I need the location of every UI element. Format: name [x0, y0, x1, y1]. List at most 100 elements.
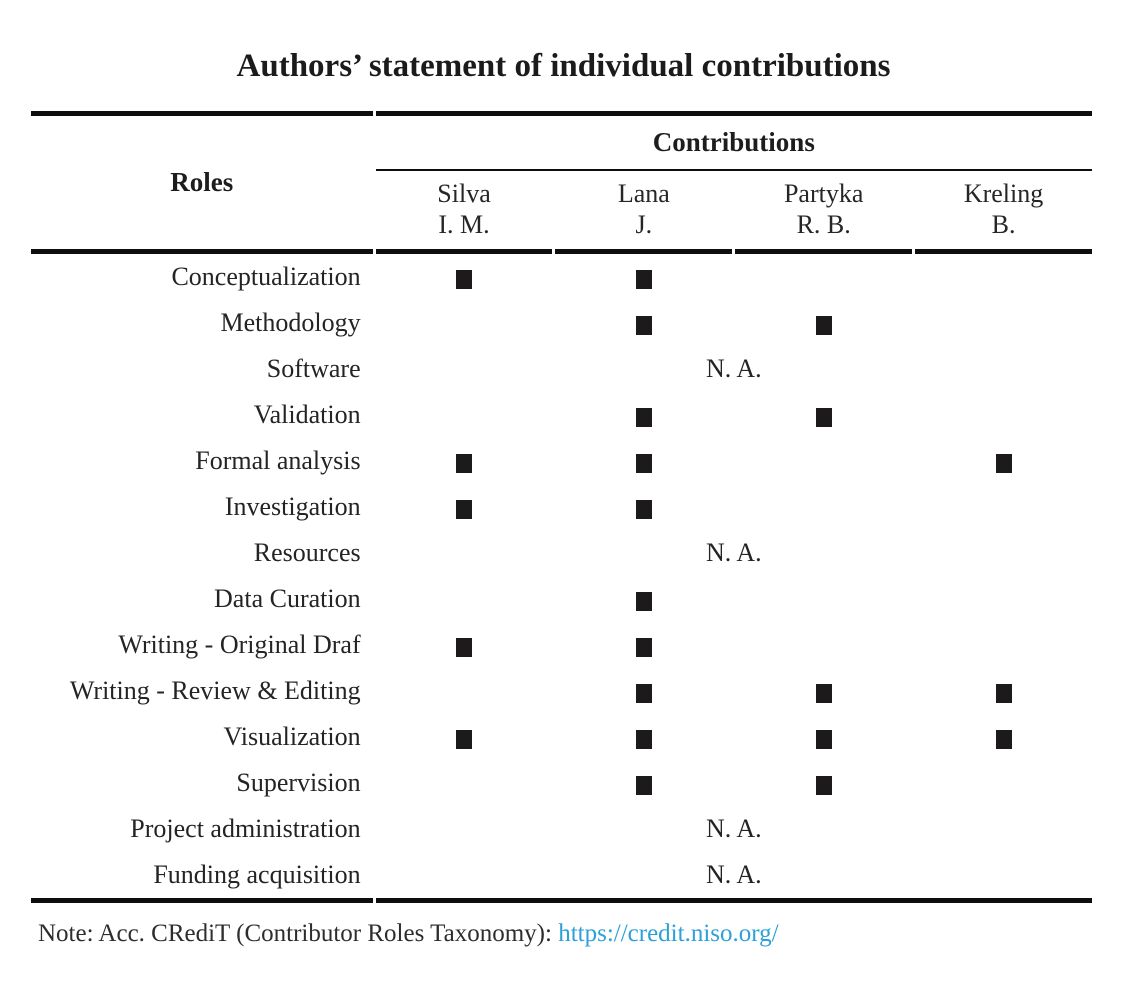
- contribution-mark-cell: [555, 254, 732, 300]
- contribution-mark-cell: [376, 254, 553, 300]
- contribution-mark-square: [635, 637, 652, 657]
- note: Note: Acc. CRediT (Contributor Roles Tax…: [38, 920, 1132, 948]
- table-row: Funding acquisition N. A.: [31, 852, 1092, 903]
- table-row: Validation: [31, 392, 1092, 438]
- header-row-authors: Silva I. M. Lana J. Partyka R. B. Krelin…: [31, 171, 1092, 254]
- empty-contribution-cell: [376, 300, 553, 346]
- empty-contribution-cell: [915, 622, 1092, 668]
- role-label: Funding acquisition: [31, 852, 373, 903]
- empty-contribution-cell: [735, 484, 912, 530]
- not-applicable-cell: N. A.: [705, 354, 762, 383]
- contribution-mark-cell: [555, 484, 732, 530]
- author-initials: B.: [991, 210, 1016, 239]
- contribution-mark-cell: [735, 392, 912, 438]
- author-name: Partyka: [783, 179, 864, 209]
- contribution-mark-cell: [555, 438, 732, 484]
- table-header: Roles Contributions Silva I. M. Lana J. …: [31, 111, 1092, 254]
- contribution-mark-cell: [376, 484, 553, 530]
- contribution-mark-cell: [555, 300, 732, 346]
- contribution-mark-square: [815, 775, 832, 795]
- table-row: Data Curation: [31, 576, 1092, 622]
- contribution-mark-square: [635, 453, 652, 473]
- role-label: Writing - Original Draf: [118, 630, 361, 659]
- note-link[interactable]: https://credit.niso.org/: [558, 920, 779, 947]
- table-row: Conceptualization: [31, 254, 1092, 300]
- empty-contribution-cell: [376, 760, 553, 806]
- role-label: Data Curation: [214, 584, 361, 613]
- contribution-mark-cell: [376, 438, 553, 484]
- contribution-mark-cell: [915, 714, 1092, 760]
- contribution-mark-square: [456, 729, 473, 749]
- role-label: Visualization: [223, 722, 361, 751]
- contribution-mark-cell: [735, 668, 912, 714]
- role-label: Writing - Review & Editing: [69, 676, 361, 705]
- empty-contribution-cell: [915, 484, 1092, 530]
- author-name: Lana: [617, 179, 670, 209]
- role-label: Methodology: [220, 308, 361, 337]
- contribution-mark-square: [456, 269, 473, 289]
- table-row: Writing - Original Draf: [31, 622, 1092, 668]
- author-header: Silva I. M.: [375, 171, 553, 254]
- header-row-contributions: Roles Contributions: [31, 111, 1092, 254]
- contribution-mark-cell: [376, 622, 553, 668]
- contributions-column-group-header: Contributions: [375, 111, 1092, 171]
- contribution-mark-square: [635, 315, 652, 335]
- empty-contribution-cell: [915, 576, 1092, 622]
- contribution-mark-square: [635, 775, 652, 795]
- note-text: Note: Acc. CRediT (Contributor Roles Tax…: [38, 920, 559, 947]
- table-row: Formal analysis: [31, 438, 1092, 484]
- not-applicable-cell: N. A.: [705, 814, 762, 843]
- contribution-mark-square: [456, 637, 473, 657]
- contribution-mark-square: [815, 407, 832, 427]
- table-row: Project administration N. A.: [31, 806, 1092, 852]
- author-name: Kreling: [963, 179, 1044, 209]
- contribution-mark-square: [456, 499, 473, 519]
- table-row: Investigation: [31, 484, 1092, 530]
- contribution-mark-cell: [915, 438, 1092, 484]
- author-initials: R. B.: [796, 210, 851, 239]
- empty-contribution-cell: [735, 438, 912, 484]
- contribution-mark-cell: [555, 576, 732, 622]
- contribution-mark-cell: [735, 300, 912, 346]
- empty-contribution-cell: [735, 576, 912, 622]
- contribution-mark-square: [635, 269, 652, 289]
- author-initials: I. M.: [438, 210, 490, 239]
- table-row: Software N. A.: [31, 346, 1092, 392]
- contribution-mark-square: [635, 499, 652, 519]
- role-label: Project administration: [130, 814, 361, 843]
- author-header: Kreling B.: [915, 171, 1092, 254]
- contribution-mark-cell: [555, 392, 732, 438]
- contribution-mark-square: [995, 729, 1012, 749]
- contribution-mark-cell: [735, 760, 912, 806]
- empty-contribution-cell: [915, 300, 1092, 346]
- table-body: Conceptualization Methodology Software N. A…: [31, 254, 1092, 903]
- table-row: Resources N. A.: [31, 530, 1092, 576]
- contribution-mark-square: [815, 729, 832, 749]
- page-title: Authors’ statement of individual contrib…: [236, 48, 891, 84]
- contribution-mark-cell: [555, 622, 732, 668]
- author-initials: J.: [635, 210, 653, 239]
- contributions-table: Roles Contributions Silva I. M. Lana J. …: [28, 111, 1095, 903]
- table-row: Visualization: [31, 714, 1092, 760]
- contribution-mark-square: [815, 683, 832, 703]
- contribution-mark-cell: [376, 714, 553, 760]
- contribution-mark-cell: [735, 714, 912, 760]
- role-label: Supervision: [236, 768, 361, 797]
- contribution-mark-square: [635, 683, 652, 703]
- roles-column-header: Roles: [31, 111, 373, 254]
- contribution-mark-square: [456, 453, 473, 473]
- role-label: Formal analysis: [195, 446, 361, 475]
- empty-contribution-cell: [915, 760, 1092, 806]
- table-row: Supervision: [31, 760, 1092, 806]
- contribution-mark-square: [995, 453, 1012, 473]
- empty-contribution-cell: [915, 254, 1092, 300]
- table-row: Methodology: [31, 300, 1092, 346]
- contribution-mark-cell: [555, 760, 732, 806]
- role-label: Software: [266, 354, 361, 383]
- contribution-mark-square: [635, 407, 652, 427]
- contribution-mark-square: [815, 315, 832, 335]
- author-name: Silva: [437, 179, 491, 209]
- empty-contribution-cell: [735, 254, 912, 300]
- table-row: Writing - Review & Editing: [31, 668, 1092, 714]
